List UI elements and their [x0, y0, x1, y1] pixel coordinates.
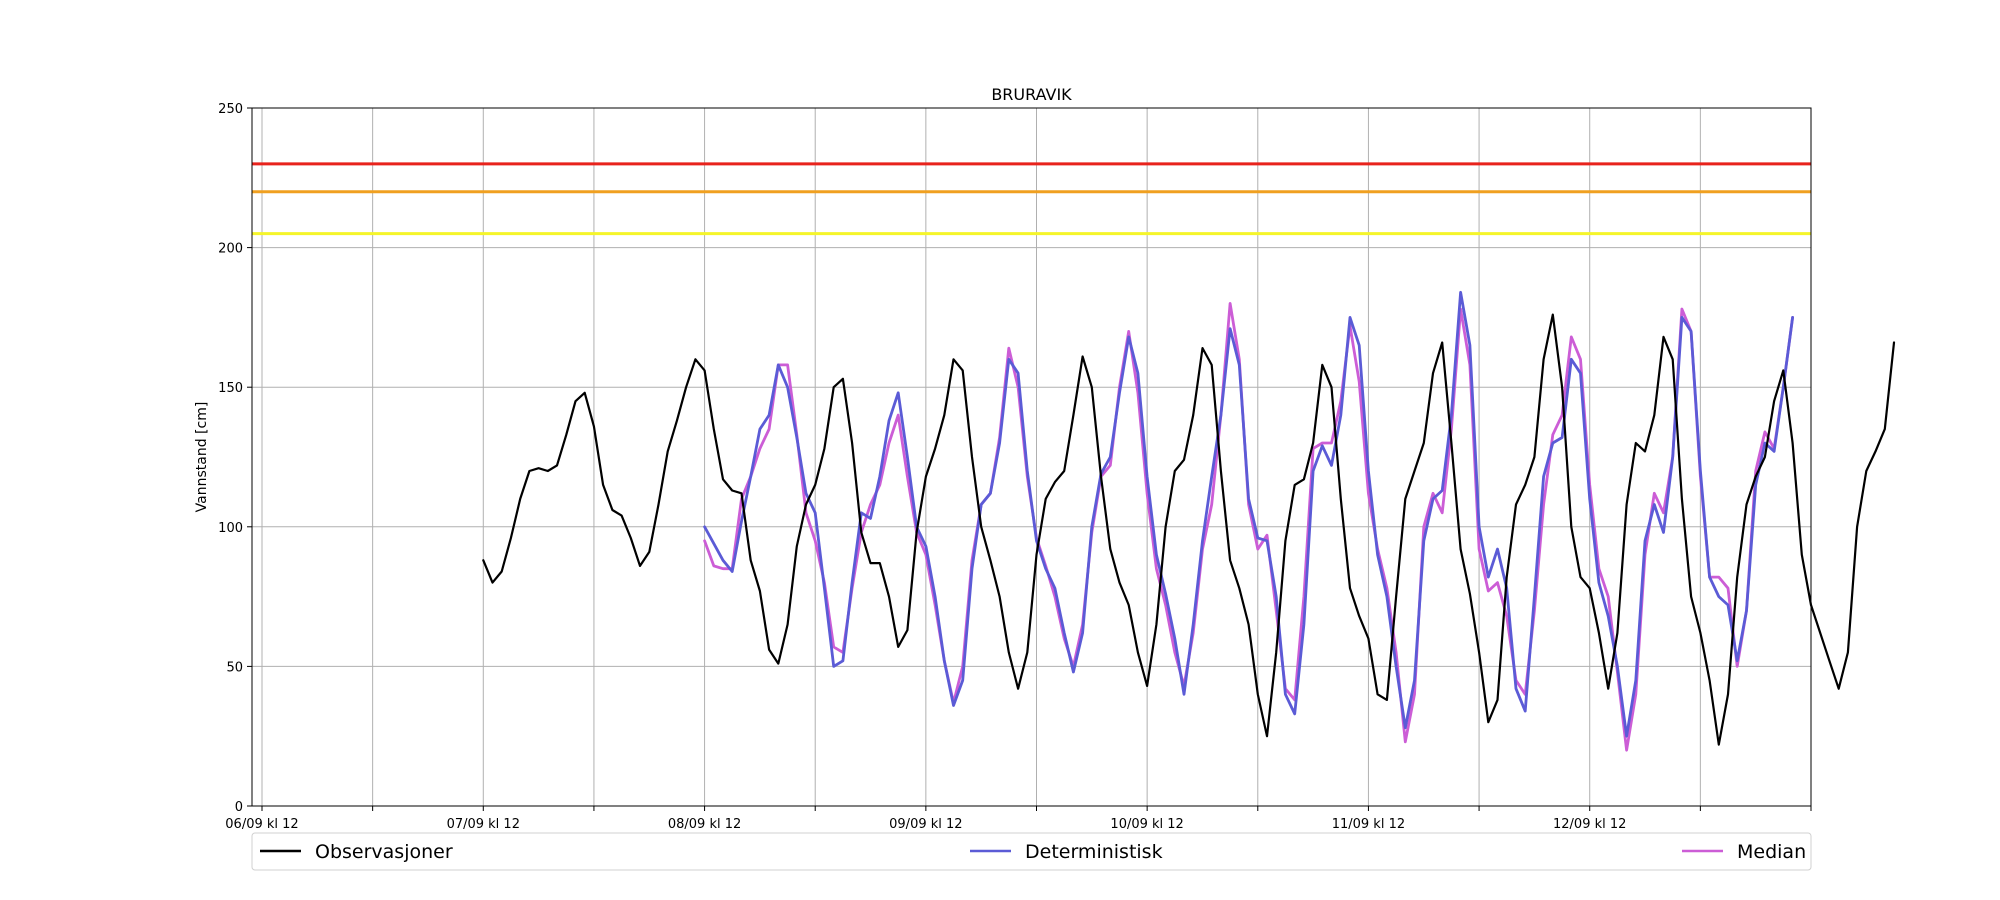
- x-tick-label: 08/09 kl 12: [668, 817, 741, 832]
- series-line-observasjoner: [482, 313, 1896, 746]
- y-tick-label: 100: [218, 521, 243, 536]
- legend: Observasjoner Deterministisk Median: [251, 832, 1812, 871]
- x-tick-label: 09/09 kl 12: [889, 817, 962, 832]
- chart-title: BRURAVIK: [991, 85, 1072, 104]
- legend-box: [251, 832, 1812, 871]
- legend-label-observasjoner: Observasjoner: [315, 841, 453, 863]
- y-axis-label: Vannstand [cm]: [194, 402, 210, 513]
- grid: [252, 107, 1812, 807]
- y-tick-label: 50: [226, 660, 243, 675]
- y-tick-label: 200: [218, 242, 243, 257]
- legend-label-deterministisk: Deterministisk: [1025, 841, 1163, 863]
- y-tick-label: 150: [218, 381, 243, 396]
- x-tick-label: 11/09 kl 12: [1332, 817, 1405, 832]
- x-axis: 06/09 kl 12 07/09 kl 12 08/09 kl 12 09/09 k…: [225, 806, 1812, 832]
- plot-frame: [251, 107, 1812, 807]
- series-lines: [482, 290, 1896, 752]
- y-axis: 0 50 100 150 200 250: [218, 102, 252, 815]
- x-tick-label: 06/09 kl 12: [225, 817, 298, 832]
- series-line-deterministisk: [703, 290, 1794, 738]
- x-tick-label: 10/09 kl 12: [1110, 817, 1183, 832]
- y-tick-label: 0: [235, 800, 243, 815]
- legend-label-median: Median: [1737, 841, 1806, 863]
- y-tick-label: 250: [218, 102, 243, 117]
- x-tick-label: 12/09 kl 12: [1553, 817, 1626, 832]
- threshold-lines: [252, 162, 1811, 236]
- x-tick-label: 07/09 kl 12: [447, 817, 520, 832]
